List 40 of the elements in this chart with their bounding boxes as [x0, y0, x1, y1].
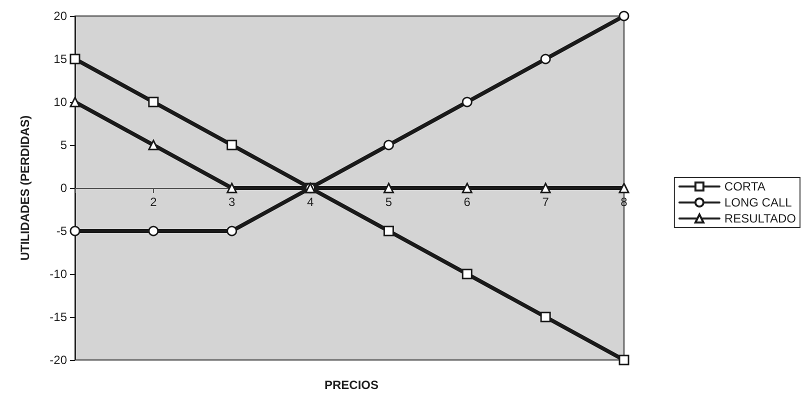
legend-label: CORTA [724, 180, 766, 194]
x-tick-label: 2 [150, 195, 158, 209]
point [462, 182, 472, 194]
point [383, 140, 394, 150]
point [618, 354, 630, 366]
legend-label: RESULTADO [724, 212, 796, 226]
y-tick-label: -15 [50, 310, 68, 324]
y-tick-label: 15 [54, 52, 68, 66]
point [540, 54, 551, 64]
point [540, 182, 551, 194]
point [148, 226, 159, 236]
y-axis-title: UTILIDADES (PERDIDAS) [18, 115, 32, 261]
y-tick-label: 5 [60, 138, 68, 152]
point [462, 268, 472, 280]
point [226, 182, 238, 194]
y-tick-label: -20 [50, 353, 68, 367]
y-tick-label: 20 [54, 9, 68, 23]
point [70, 226, 80, 236]
y-tick-label: -10 [50, 267, 68, 281]
point [148, 96, 159, 108]
x-tick-label: 5 [385, 195, 392, 209]
x-tick-label: 7 [542, 195, 550, 209]
point [226, 140, 238, 150]
y-tick-label: -5 [56, 224, 68, 238]
point [383, 182, 394, 194]
point [540, 312, 551, 322]
point [383, 226, 394, 236]
x-tick-label: 3 [228, 195, 236, 209]
x-tick-label: 6 [464, 195, 471, 209]
point [226, 226, 238, 236]
point [618, 182, 630, 194]
x-tick-label: 4 [306, 195, 314, 209]
point [148, 140, 159, 150]
legend-label: LONG CALL [724, 196, 792, 210]
y-tick-label: 0 [60, 181, 68, 195]
point [70, 54, 80, 64]
y-tick-label: 10 [54, 95, 68, 109]
point [462, 96, 472, 108]
x-axis-title: PRECIOS [324, 378, 379, 392]
point [618, 10, 630, 22]
